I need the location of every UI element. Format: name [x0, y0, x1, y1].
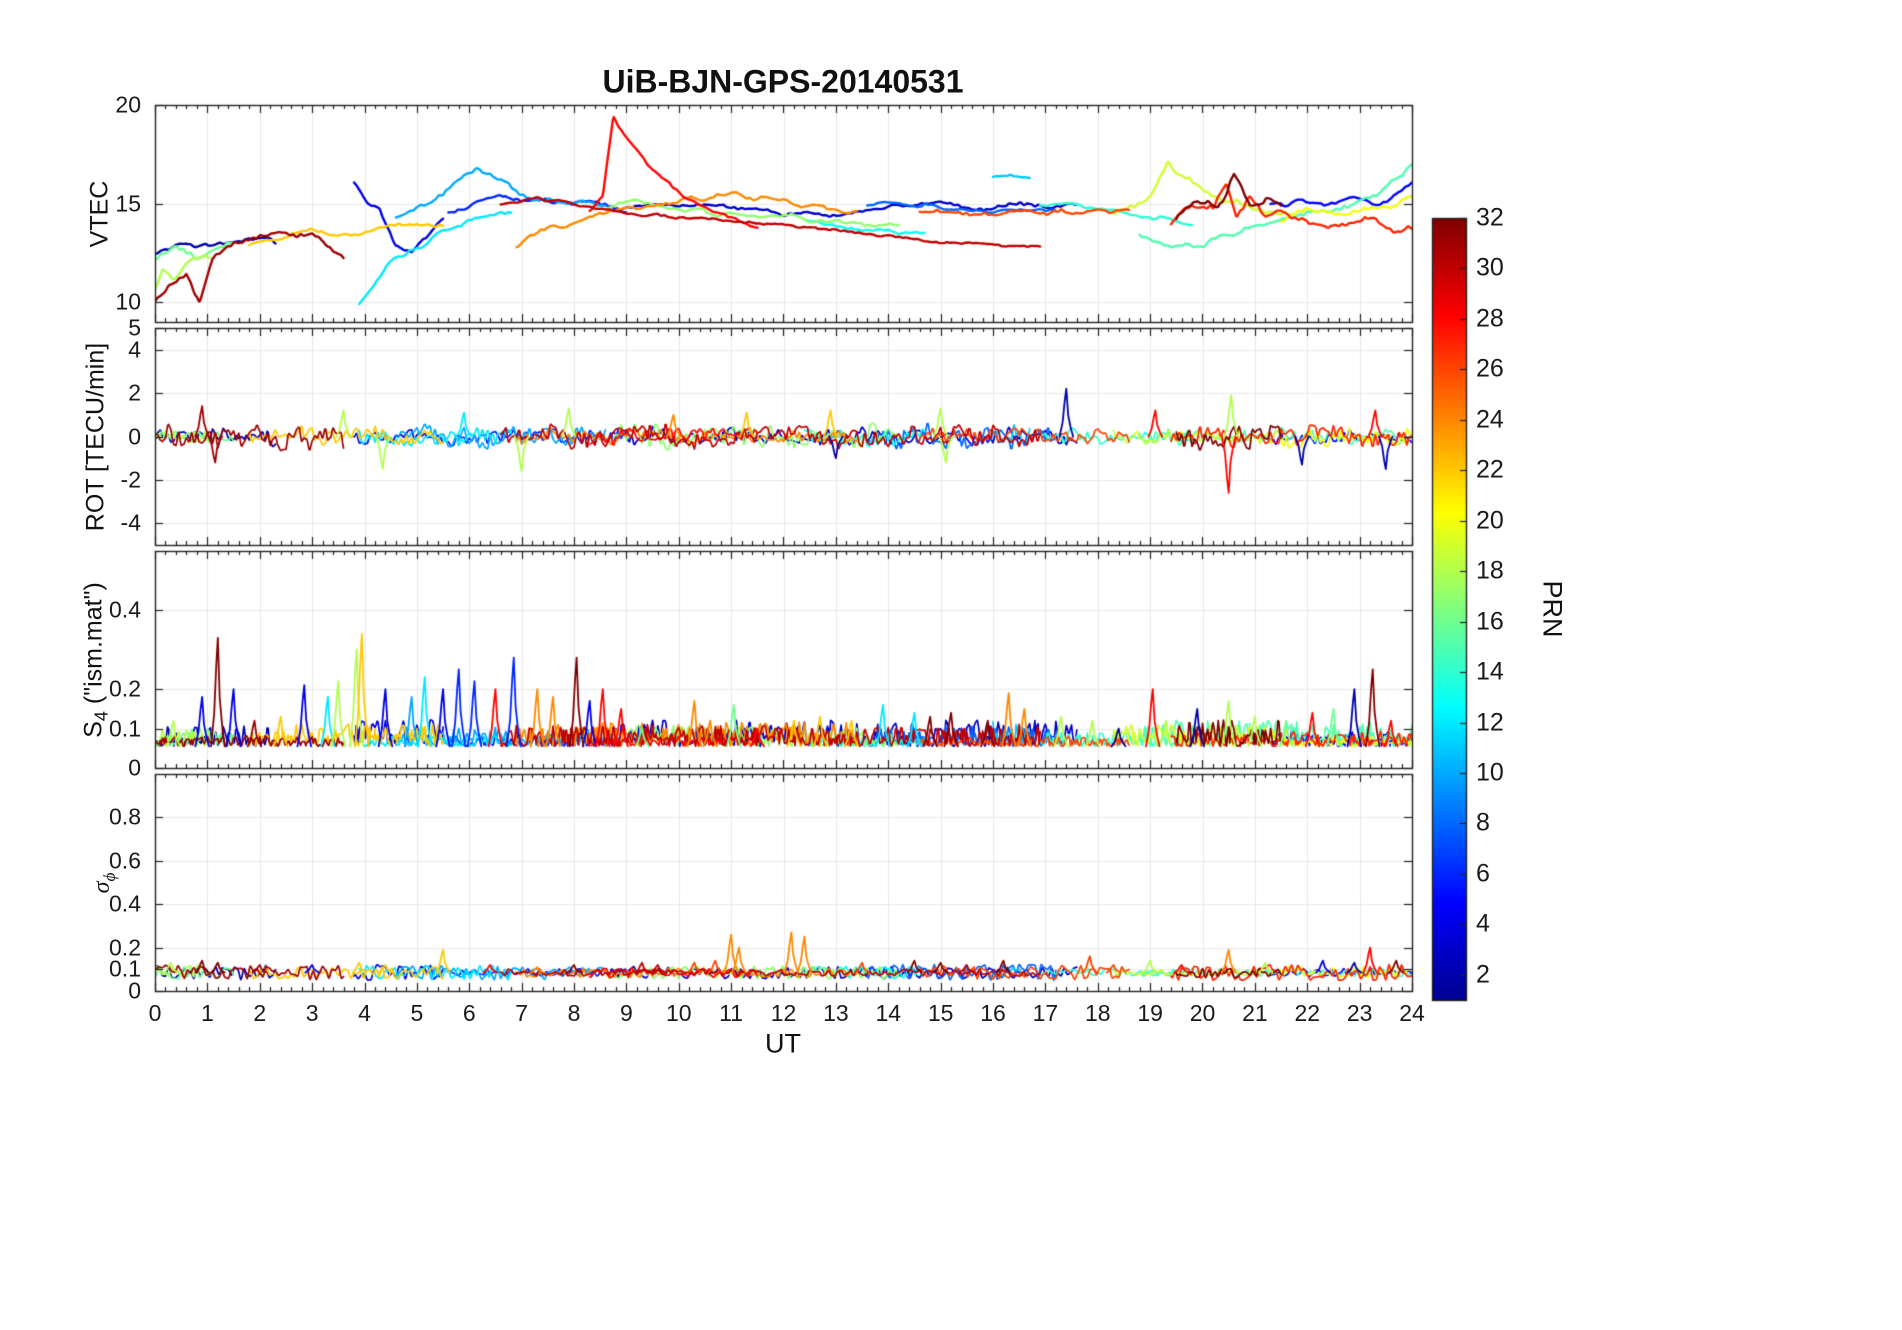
colorbar-tick-label: 6 — [1476, 859, 1490, 888]
y-tick-label-rot: 4 — [128, 336, 141, 363]
colorbar-tick-label: 8 — [1476, 808, 1490, 837]
x-tick-label: 7 — [515, 1000, 529, 1026]
xlabel-ut: UT — [765, 1028, 801, 1059]
y-tick-label-sigma_phi: 0.1 — [109, 955, 141, 982]
y-tick-label-rot: 0 — [128, 423, 141, 449]
colorbar-tick-label: 22 — [1476, 455, 1504, 484]
x-tick-label: 6 — [462, 1000, 476, 1026]
x-tick-label: 4 — [358, 1000, 371, 1026]
y-tick-label-vtec: 20 — [115, 91, 141, 118]
y-tick-label-sigma_phi: 0.2 — [109, 934, 141, 961]
x-tick-label: 19 — [1137, 1000, 1163, 1026]
y-tick-label-rot: 5 — [128, 314, 141, 341]
colorbar-tick-label: 20 — [1476, 506, 1504, 535]
colorbar-tick-label: 2 — [1476, 960, 1490, 989]
colorbar-label: PRN — [1537, 580, 1568, 638]
y-tick-label-s4: 0.4 — [109, 596, 141, 623]
colorbar-tick-label: 4 — [1476, 909, 1490, 938]
colorbar-tick-label: 18 — [1476, 556, 1504, 585]
x-tick-label: 2 — [253, 1000, 267, 1026]
y-tick-label-vtec: 10 — [115, 288, 141, 315]
y-tick-label-s4: 0.1 — [109, 715, 141, 742]
colorbar-tick-label: 16 — [1476, 607, 1504, 636]
x-tick-label: 22 — [1294, 1000, 1321, 1026]
y-tick-label-s4: 0 — [128, 754, 141, 781]
x-tick-label: 0 — [148, 1000, 162, 1026]
colorbar-tick-label: 10 — [1476, 758, 1504, 787]
colorbar-tick-label: 28 — [1476, 304, 1504, 333]
y-tick-label-s4: 0.2 — [109, 675, 141, 702]
x-tick-label: 12 — [770, 1000, 797, 1026]
colorbar-tick-label: 26 — [1476, 354, 1504, 383]
x-tick-label: 24 — [1399, 1000, 1425, 1026]
x-tick-label: 9 — [619, 1000, 633, 1026]
x-tick-label: 1 — [200, 1000, 214, 1026]
colorbar-tick-label: 14 — [1476, 657, 1504, 686]
chart-title: UiB-BJN-GPS-20140531 — [602, 63, 964, 100]
y-tick-label-rot: -2 — [120, 466, 141, 493]
colorbar-tick-label: 12 — [1476, 708, 1504, 737]
x-tick-label: 17 — [1032, 1000, 1059, 1026]
x-tick-label: 3 — [305, 1000, 319, 1026]
x-tick-label: 11 — [719, 1000, 744, 1026]
x-tick-label: 18 — [1084, 1000, 1111, 1026]
x-tick-label: 20 — [1189, 1000, 1216, 1026]
colorbar-tick-label: 24 — [1476, 405, 1504, 434]
x-tick-label: 16 — [980, 1000, 1006, 1026]
x-tick-label: 5 — [410, 1000, 424, 1026]
colorbar-tick-label: 30 — [1476, 253, 1504, 282]
y-tick-label-vtec: 15 — [115, 190, 141, 217]
y-tick-label-sigma_phi: 0.8 — [109, 803, 141, 830]
x-tick-label: 15 — [927, 1000, 954, 1026]
y-tick-label-rot: 2 — [128, 379, 141, 406]
x-tick-label: 13 — [823, 1000, 849, 1026]
x-tick-label: 10 — [665, 1000, 692, 1026]
colorbar-tick-label: 32 — [1476, 203, 1504, 232]
y-tick-label-sigma_phi: 0 — [128, 977, 141, 1004]
x-tick-label: 14 — [875, 1000, 902, 1026]
x-tick-label: 23 — [1346, 1000, 1373, 1026]
y-tick-label-sigma_phi: 0.4 — [109, 890, 141, 917]
x-tick-label: 8 — [567, 1000, 581, 1026]
y-tick-label-rot: -4 — [120, 509, 141, 536]
x-tick-label: 21 — [1242, 1000, 1268, 1026]
y-tick-label-sigma_phi: 0.6 — [109, 847, 141, 874]
